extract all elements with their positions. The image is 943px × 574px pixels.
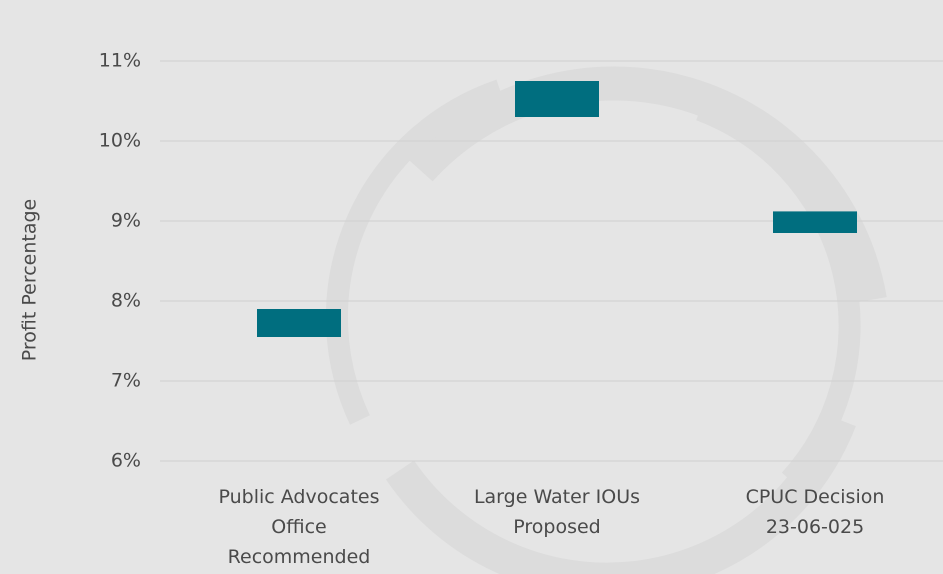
y-tick-label: 10%	[99, 130, 141, 152]
y-axis-label: Profit Percentage	[19, 199, 41, 361]
bar	[515, 81, 599, 117]
y-tick-label: 7%	[111, 370, 141, 392]
x-tick-label: Large Water IOUs Proposed	[474, 486, 640, 538]
x-tick-label: Public Advocates Office Recommended	[219, 486, 380, 568]
y-tick-label: 9%	[111, 210, 141, 232]
bar	[257, 309, 341, 337]
y-tick-label: 11%	[99, 50, 141, 72]
x-tick-label: CPUC Decision 23-06-025	[746, 486, 885, 538]
y-tick-label: 8%	[111, 290, 141, 312]
y-tick-label: 6%	[111, 450, 141, 472]
bar	[773, 211, 857, 233]
